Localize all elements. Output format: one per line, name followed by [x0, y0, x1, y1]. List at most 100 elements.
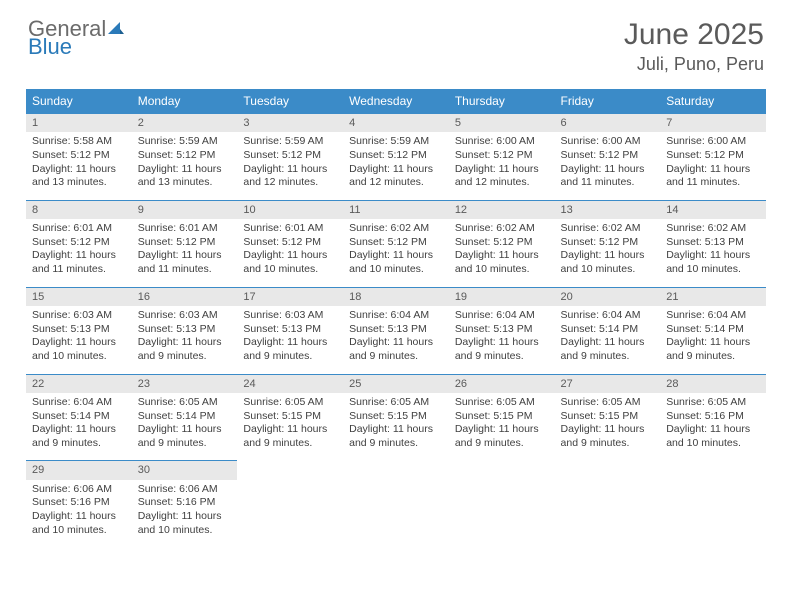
day-number: 12: [449, 200, 555, 219]
day-sunset: Sunset: 5:16 PM: [32, 496, 126, 510]
day-dl1: Daylight: 11 hours: [455, 423, 549, 437]
day-sunset: Sunset: 5:13 PM: [666, 236, 760, 250]
month-title: June 2025: [624, 18, 764, 52]
day-body: Sunrise: 5:59 AMSunset: 5:12 PMDaylight:…: [132, 132, 238, 200]
dow-sunday: Sunday: [26, 89, 132, 113]
day-sunrise: Sunrise: 6:06 AM: [138, 483, 232, 497]
day-number: 19: [449, 287, 555, 306]
day-body: Sunrise: 6:05 AMSunset: 5:15 PMDaylight:…: [343, 393, 449, 461]
day-body: Sunrise: 6:06 AMSunset: 5:16 PMDaylight:…: [132, 480, 238, 548]
day-cell: [660, 460, 766, 547]
day-number: 24: [237, 374, 343, 393]
day-sunset: Sunset: 5:12 PM: [32, 236, 126, 250]
day-sunrise: Sunrise: 6:02 AM: [561, 222, 655, 236]
day-sunrise: Sunrise: 6:02 AM: [666, 222, 760, 236]
day-sunrise: Sunrise: 6:00 AM: [561, 135, 655, 149]
day-number: 18: [343, 287, 449, 306]
day-sunset: Sunset: 5:12 PM: [243, 236, 337, 250]
day-number: 25: [343, 374, 449, 393]
day-sunrise: Sunrise: 6:04 AM: [32, 396, 126, 410]
day-cell: 4Sunrise: 5:59 AMSunset: 5:12 PMDaylight…: [343, 113, 449, 200]
week-row: 29Sunrise: 6:06 AMSunset: 5:16 PMDayligh…: [26, 460, 766, 547]
day-dl1: Daylight: 11 hours: [138, 510, 232, 524]
day-body: Sunrise: 6:05 AMSunset: 5:15 PMDaylight:…: [555, 393, 661, 461]
week-row: 8Sunrise: 6:01 AMSunset: 5:12 PMDaylight…: [26, 200, 766, 287]
day-number: 26: [449, 374, 555, 393]
day-cell: 1Sunrise: 5:58 AMSunset: 5:12 PMDaylight…: [26, 113, 132, 200]
day-dl2: and 9 minutes.: [666, 350, 760, 364]
day-cell: 29Sunrise: 6:06 AMSunset: 5:16 PMDayligh…: [26, 460, 132, 547]
day-cell: 16Sunrise: 6:03 AMSunset: 5:13 PMDayligh…: [132, 287, 238, 374]
day-sunrise: Sunrise: 6:05 AM: [349, 396, 443, 410]
day-dl2: and 12 minutes.: [349, 176, 443, 190]
day-cell: 20Sunrise: 6:04 AMSunset: 5:14 PMDayligh…: [555, 287, 661, 374]
day-body: Sunrise: 6:04 AMSunset: 5:14 PMDaylight:…: [26, 393, 132, 461]
logo-sail-icon: [106, 18, 126, 40]
day-body: Sunrise: 6:05 AMSunset: 5:16 PMDaylight:…: [660, 393, 766, 461]
day-body: Sunrise: 6:02 AMSunset: 5:12 PMDaylight:…: [343, 219, 449, 287]
day-number: 21: [660, 287, 766, 306]
day-dl2: and 9 minutes.: [243, 437, 337, 451]
day-cell: 2Sunrise: 5:59 AMSunset: 5:12 PMDaylight…: [132, 113, 238, 200]
day-dl1: Daylight: 11 hours: [32, 423, 126, 437]
day-dl1: Daylight: 11 hours: [349, 423, 443, 437]
day-sunrise: Sunrise: 6:00 AM: [666, 135, 760, 149]
day-sunrise: Sunrise: 6:04 AM: [349, 309, 443, 323]
day-number: 1: [26, 113, 132, 132]
day-sunrise: Sunrise: 6:03 AM: [138, 309, 232, 323]
day-dl1: Daylight: 11 hours: [561, 423, 655, 437]
day-sunrise: Sunrise: 6:05 AM: [666, 396, 760, 410]
day-cell: 18Sunrise: 6:04 AMSunset: 5:13 PMDayligh…: [343, 287, 449, 374]
day-cell: 15Sunrise: 6:03 AMSunset: 5:13 PMDayligh…: [26, 287, 132, 374]
day-cell: 11Sunrise: 6:02 AMSunset: 5:12 PMDayligh…: [343, 200, 449, 287]
day-number: 29: [26, 460, 132, 479]
day-sunset: Sunset: 5:12 PM: [138, 149, 232, 163]
day-dl1: Daylight: 11 hours: [666, 336, 760, 350]
day-sunrise: Sunrise: 6:05 AM: [455, 396, 549, 410]
day-sunset: Sunset: 5:12 PM: [243, 149, 337, 163]
day-dl2: and 9 minutes.: [138, 437, 232, 451]
day-dl1: Daylight: 11 hours: [349, 249, 443, 263]
day-cell: 26Sunrise: 6:05 AMSunset: 5:15 PMDayligh…: [449, 374, 555, 461]
day-sunrise: Sunrise: 6:01 AM: [243, 222, 337, 236]
day-number: 3: [237, 113, 343, 132]
page-header: General Blue June 2025 Juli, Puno, Peru: [0, 0, 792, 83]
day-dl1: Daylight: 11 hours: [666, 249, 760, 263]
day-body: Sunrise: 6:04 AMSunset: 5:14 PMDaylight:…: [660, 306, 766, 374]
day-cell: 30Sunrise: 6:06 AMSunset: 5:16 PMDayligh…: [132, 460, 238, 547]
day-number: 6: [555, 113, 661, 132]
day-sunrise: Sunrise: 6:02 AM: [349, 222, 443, 236]
dow-friday: Friday: [555, 89, 661, 113]
day-number: 4: [343, 113, 449, 132]
day-dl1: Daylight: 11 hours: [138, 423, 232, 437]
day-body: Sunrise: 6:00 AMSunset: 5:12 PMDaylight:…: [555, 132, 661, 200]
day-body: Sunrise: 5:58 AMSunset: 5:12 PMDaylight:…: [26, 132, 132, 200]
day-dl1: Daylight: 11 hours: [561, 336, 655, 350]
day-sunset: Sunset: 5:12 PM: [455, 149, 549, 163]
day-cell: 17Sunrise: 6:03 AMSunset: 5:13 PMDayligh…: [237, 287, 343, 374]
day-dl1: Daylight: 11 hours: [243, 163, 337, 177]
day-sunset: Sunset: 5:14 PM: [561, 323, 655, 337]
location: Juli, Puno, Peru: [624, 54, 764, 75]
day-dl2: and 9 minutes.: [243, 350, 337, 364]
day-sunset: Sunset: 5:12 PM: [666, 149, 760, 163]
day-dl2: and 11 minutes.: [138, 263, 232, 277]
day-sunset: Sunset: 5:12 PM: [349, 236, 443, 250]
day-dl2: and 9 minutes.: [561, 350, 655, 364]
day-sunrise: Sunrise: 5:59 AM: [243, 135, 337, 149]
day-dl1: Daylight: 11 hours: [32, 336, 126, 350]
day-dl2: and 9 minutes.: [561, 437, 655, 451]
day-body: Sunrise: 6:05 AMSunset: 5:15 PMDaylight:…: [237, 393, 343, 461]
day-dl2: and 11 minutes.: [32, 263, 126, 277]
day-cell: 14Sunrise: 6:02 AMSunset: 5:13 PMDayligh…: [660, 200, 766, 287]
day-body: Sunrise: 6:02 AMSunset: 5:13 PMDaylight:…: [660, 219, 766, 287]
day-dl2: and 10 minutes.: [455, 263, 549, 277]
day-body: Sunrise: 6:05 AMSunset: 5:15 PMDaylight:…: [449, 393, 555, 461]
day-sunset: Sunset: 5:13 PM: [138, 323, 232, 337]
day-sunrise: Sunrise: 6:03 AM: [243, 309, 337, 323]
day-sunset: Sunset: 5:12 PM: [455, 236, 549, 250]
day-dl1: Daylight: 11 hours: [455, 336, 549, 350]
day-sunset: Sunset: 5:16 PM: [666, 410, 760, 424]
day-dl1: Daylight: 11 hours: [243, 249, 337, 263]
day-cell: 22Sunrise: 6:04 AMSunset: 5:14 PMDayligh…: [26, 374, 132, 461]
